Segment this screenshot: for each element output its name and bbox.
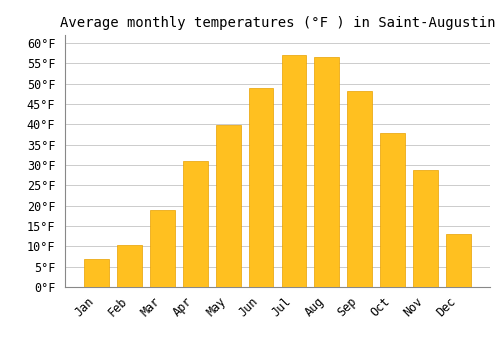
Bar (150, 210, 174, 287)
Bar (183, 161, 208, 287)
Bar (348, 91, 372, 287)
Title: Average monthly temperatures (°F ) in Saint-Augustin: Average monthly temperatures (°F ) in Sa… (60, 16, 495, 30)
Bar (117, 245, 142, 287)
Bar (413, 169, 438, 287)
Bar (216, 125, 240, 287)
Bar (314, 57, 339, 287)
Bar (446, 234, 470, 287)
Bar (248, 88, 274, 287)
Bar (380, 133, 405, 287)
Bar (282, 55, 306, 287)
Bar (84, 259, 109, 287)
